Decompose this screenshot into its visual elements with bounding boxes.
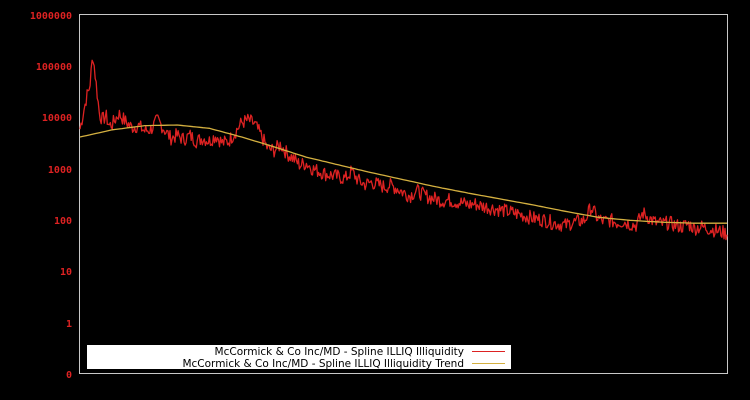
legend-label-trend: McCormick & Co Inc/MD - Spline ILLIQ Ill… — [182, 358, 464, 370]
y-tick-label: 100000 — [36, 62, 72, 73]
legend: McCormick & Co Inc/MD - Spline ILLIQ Ill… — [87, 345, 511, 370]
illiquidity-trend-line — [79, 124, 727, 224]
plot-area-frame — [79, 14, 728, 374]
y-tick-label: 100 — [54, 216, 72, 227]
y-tick-label: 1000000 — [30, 11, 72, 22]
series-layer — [79, 59, 728, 241]
y-tick-label: 0 — [66, 370, 72, 381]
y-tick-label: 1 — [66, 319, 72, 330]
y-tick-label: 10 — [60, 267, 72, 278]
y-tick-label: 10000 — [42, 113, 72, 124]
illiquidity-line — [79, 59, 728, 241]
legend-label-illiquidity: McCormick & Co Inc/MD - Spline ILLIQ Ill… — [215, 346, 464, 358]
y-tick-label: 1000 — [48, 165, 72, 176]
legend-box — [87, 345, 511, 369]
y-axis-tick-labels: 1000000 100000 10000 1000 100 10 1 0 — [30, 11, 72, 381]
